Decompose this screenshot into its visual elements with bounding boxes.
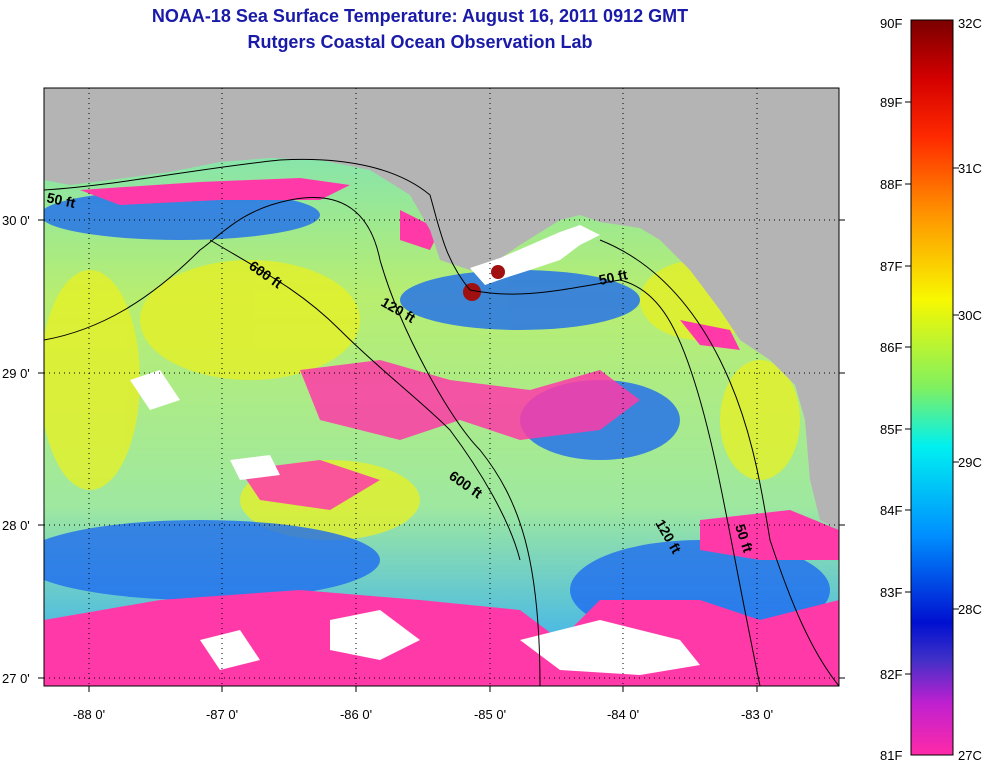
- legend-f-label: 87F: [880, 259, 902, 274]
- legend-f-label: 83F: [880, 585, 902, 600]
- lon-label: -84 0': [607, 707, 639, 722]
- legend-ticks: [905, 101, 959, 675]
- lon-label: -87 0': [206, 707, 238, 722]
- legend-f-label: 82F: [880, 667, 902, 682]
- legend-f-label: 89F: [880, 95, 902, 110]
- legend-c-label: 32C: [958, 16, 982, 31]
- legend-f-label: 81F: [880, 748, 902, 763]
- legend-f-label: 88F: [880, 177, 902, 192]
- lat-label: 29 0': [2, 366, 30, 381]
- land-mass: [44, 88, 839, 530]
- map-subtitle: Rutgers Coastal Ocean Observation Lab: [247, 32, 593, 52]
- legend-f-label: 85F: [880, 422, 902, 437]
- legend-c-label: 30C: [958, 308, 982, 323]
- lat-label: 30 0': [2, 213, 30, 228]
- map-title: NOAA-18 Sea Surface Temperature: August …: [151, 6, 689, 26]
- contour-label: 50 ft: [45, 189, 77, 211]
- legend-f-label: 86F: [880, 340, 902, 355]
- legend-f-label: 84F: [880, 503, 902, 518]
- legend-c-label: 27C: [958, 748, 982, 763]
- axis-ticks: [38, 219, 845, 692]
- lat-label: 27 0': [2, 671, 30, 686]
- legend-c-label: 31C: [958, 161, 982, 176]
- color-bar: [910, 19, 954, 756]
- lon-label: -88 0': [73, 707, 105, 722]
- contour-label: 50 ft: [597, 266, 629, 288]
- bathymetry-contours: [44, 158, 839, 686]
- map-frame: [43, 87, 840, 687]
- warm-spot: [491, 265, 505, 279]
- legend-c-label: 29C: [958, 455, 982, 470]
- lat-label: 28 0': [2, 518, 30, 533]
- cloud-areas: [130, 370, 700, 675]
- legend-f-label: 90F: [880, 16, 902, 31]
- lon-label: -83 0': [741, 707, 773, 722]
- lon-label: -86 0': [340, 707, 372, 722]
- legend-c-label: 28C: [958, 602, 982, 617]
- lon-label: -85 0': [474, 707, 506, 722]
